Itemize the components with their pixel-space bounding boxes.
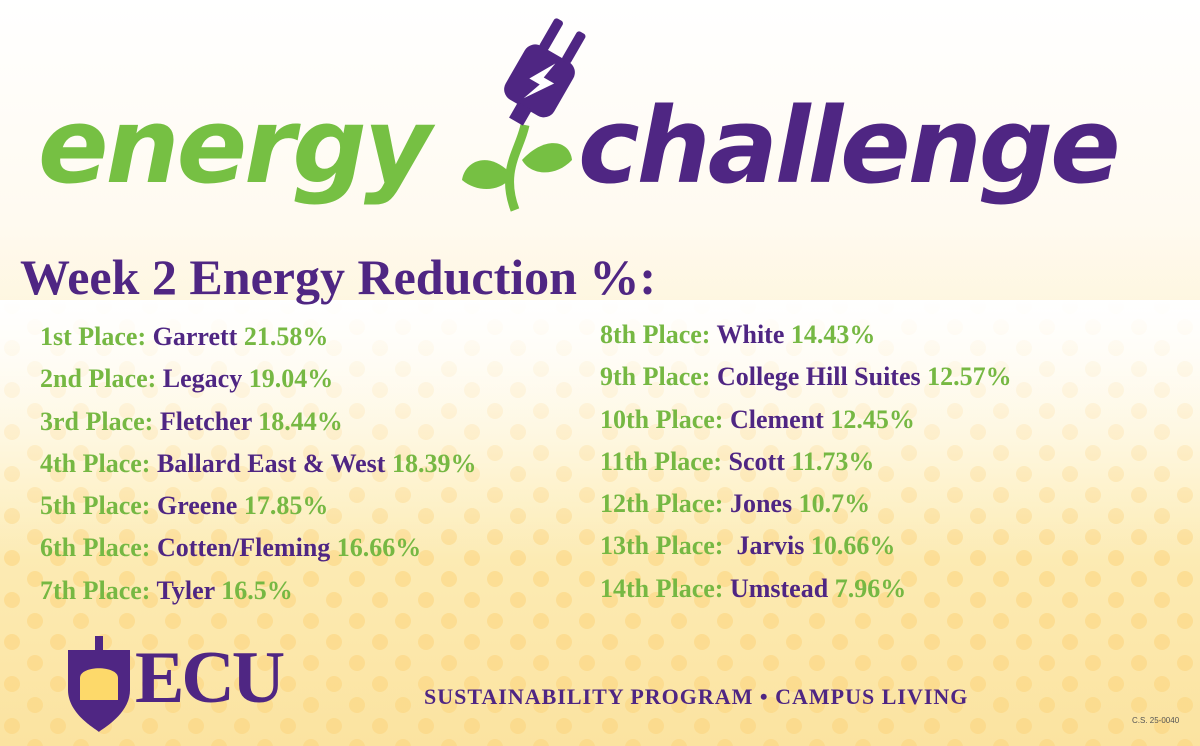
value: 10.7% bbox=[798, 489, 871, 519]
value: 12.57% bbox=[927, 362, 1012, 392]
name: Fletcher bbox=[159, 406, 252, 436]
place: 7th Place: bbox=[40, 575, 151, 605]
ranking-row: 14th Place: Umstead 7.96% bbox=[600, 568, 1012, 610]
ranking-row: 11th Place: Scott 11.73% bbox=[600, 441, 1012, 483]
place: 8th Place: bbox=[600, 320, 711, 349]
name: Umstead bbox=[729, 573, 829, 603]
place: 1st Place: bbox=[40, 322, 147, 351]
name: Clement bbox=[729, 404, 824, 434]
place: 14th Place: bbox=[600, 573, 724, 603]
place: 13th Place: bbox=[600, 531, 730, 561]
ranking-row: 13th Place: Jarvis 10.66% bbox=[600, 525, 1012, 567]
rankings-right: 8th Place: White 14.43% 9th Place: Colleg… bbox=[600, 314, 1012, 610]
title-challenge: challenge bbox=[578, 85, 1121, 207]
value: 19.04% bbox=[248, 364, 334, 394]
ranking-row: 5th Place: Greene 17.85% bbox=[40, 485, 476, 527]
place: 12th Place: bbox=[600, 489, 724, 519]
name: Jones bbox=[729, 489, 793, 519]
subtitle: Week 2 Energy Reduction %: bbox=[20, 249, 657, 305]
place: 5th Place: bbox=[40, 491, 151, 521]
name: Legacy bbox=[162, 364, 243, 394]
ranking-row: 1st Place: Garrett 21.58% bbox=[40, 316, 476, 358]
value: 21.58% bbox=[243, 322, 329, 351]
ranking-row: 12th Place: Jones 10.7% bbox=[600, 483, 1012, 525]
name: Greene bbox=[156, 491, 238, 521]
ranking-row: 9th Place: College Hill Suites 12.57% bbox=[600, 356, 1012, 398]
value: 10.66% bbox=[810, 531, 896, 561]
ranking-row: 7th Place: Tyler 16.5% bbox=[40, 570, 476, 612]
name: College Hill Suites bbox=[716, 362, 921, 392]
place: 10th Place: bbox=[600, 404, 724, 434]
plug-icon bbox=[462, 18, 586, 212]
name: Jarvis bbox=[736, 531, 805, 561]
rankings-left: 1st Place: Garrett 21.58% 2nd Place: Lega… bbox=[40, 316, 476, 612]
value: 18.44% bbox=[258, 406, 343, 436]
ranking-row: 4th Place: Ballard East & West 18.39% bbox=[40, 443, 476, 485]
value: 17.85% bbox=[243, 491, 329, 521]
place: 3rd Place: bbox=[40, 406, 154, 436]
program-line: SUSTAINABILITY PROGRAM • CAMPUS LIVING bbox=[424, 684, 969, 709]
value: 14.43% bbox=[790, 320, 876, 349]
place: 2nd Place: bbox=[40, 364, 157, 394]
name: Scott bbox=[728, 446, 785, 476]
place: 6th Place: bbox=[40, 533, 151, 563]
ranking-row: 3rd Place: Fletcher 18.44% bbox=[40, 401, 476, 443]
ranking-row: 10th Place: Clement 12.45% bbox=[600, 399, 1012, 441]
value: 11.73% bbox=[791, 446, 875, 476]
ranking-row: 8th Place: White 14.43% bbox=[600, 314, 1012, 356]
place: 4th Place: bbox=[40, 448, 151, 478]
ranking-row: 2nd Place: Legacy 19.04% bbox=[40, 358, 476, 400]
name: White bbox=[716, 320, 785, 349]
name: Tyler bbox=[156, 575, 215, 605]
value: 7.96% bbox=[834, 573, 907, 603]
place: 9th Place: bbox=[600, 362, 711, 392]
ecu-logo: ECU bbox=[135, 637, 285, 719]
value: 16.66% bbox=[336, 533, 422, 563]
place: 11th Place: bbox=[600, 446, 723, 476]
code: C.S. 25-0040 bbox=[1132, 716, 1180, 725]
title-energy: energy bbox=[38, 85, 432, 207]
ranking-row: 6th Place: Cotten/Fleming 16.66% bbox=[40, 527, 476, 569]
ecu-shield bbox=[68, 636, 130, 732]
value: 16.5% bbox=[221, 575, 293, 605]
name: Cotten/Fleming bbox=[156, 533, 331, 563]
name: Ballard East & West bbox=[156, 448, 386, 478]
name: Garrett bbox=[152, 322, 238, 351]
value: 18.39% bbox=[391, 448, 477, 478]
value: 12.45% bbox=[830, 404, 915, 434]
